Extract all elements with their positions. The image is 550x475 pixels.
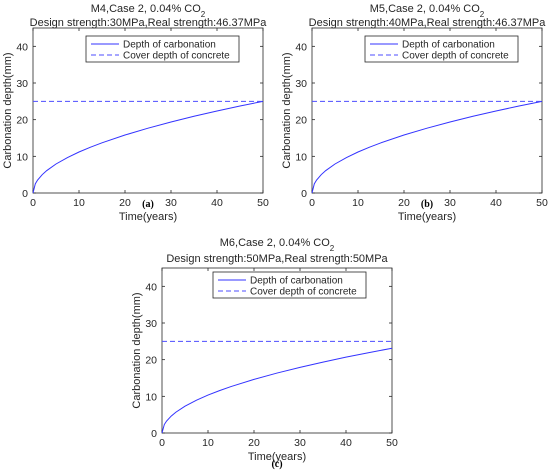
y-tick-label: 0 xyxy=(22,188,28,200)
legend-label: Cover depth of concrete xyxy=(250,287,357,298)
legend-label: Cover depth of concrete xyxy=(123,51,230,62)
legend-label: Depth of carbonation xyxy=(402,40,495,51)
legend-box xyxy=(85,35,240,63)
x-tick-label: 20 xyxy=(398,197,410,209)
x-tick-label: 50 xyxy=(536,197,548,209)
chart-subtitle: Design strength:30MPa,Real strength:46.3… xyxy=(30,17,268,29)
x-tick-label: 40 xyxy=(490,197,502,209)
y-tick-label: 20 xyxy=(16,115,28,127)
series-line-carbonation-depth xyxy=(161,347,393,434)
legend-label: Depth of carbonation xyxy=(123,40,216,51)
x-tick-label: 0 xyxy=(309,197,315,209)
y-tick-label: 40 xyxy=(295,41,307,53)
x-tick-label: 40 xyxy=(211,197,223,209)
legend-label: Cover depth of concrete xyxy=(402,51,509,62)
x-tick-label: 50 xyxy=(257,197,269,209)
y-tick-label: 10 xyxy=(145,391,157,403)
plot-area-frame xyxy=(32,27,264,194)
legend-label: Depth of carbonation xyxy=(250,276,343,287)
x-tick-label: 40 xyxy=(340,437,352,449)
panel-caption: (c) xyxy=(271,459,282,470)
y-tick-label: 30 xyxy=(16,78,28,90)
y-tick-label: 20 xyxy=(295,115,307,127)
y-axis-label: Carbonation depth(mm) xyxy=(281,52,293,168)
legend-box xyxy=(212,271,367,299)
chart-title: M5,Case 2, 0.04% CO2 xyxy=(370,3,485,19)
y-tick-label: 0 xyxy=(151,428,157,440)
y-axis-label: Carbonation depth(mm) xyxy=(131,292,143,408)
x-axis-label: Time(years) xyxy=(248,451,306,463)
x-axis-label: Time(years) xyxy=(398,211,456,223)
x-tick-label: 30 xyxy=(294,437,306,449)
y-tick-label: 30 xyxy=(145,318,157,330)
y-axis-label: Carbonation depth(mm) xyxy=(2,52,14,168)
y-tick-label: 0 xyxy=(301,188,307,200)
chart-subtitle: Design strength:50MPa,Real strength:50MP… xyxy=(166,253,388,265)
y-tick-label: 30 xyxy=(295,78,307,90)
x-tick-label: 30 xyxy=(444,197,456,209)
x-tick-label: 30 xyxy=(165,197,177,209)
chart-title: M4,Case 2, 0.04% CO2 xyxy=(91,3,206,19)
series-line-carbonation-depth xyxy=(32,100,264,194)
series-line-carbonation-depth xyxy=(311,100,543,194)
chart-subtitle: Design strength:40MPa,Real strength:46.3… xyxy=(309,17,547,29)
plot-area-frame xyxy=(311,27,543,194)
x-axis-label: Time(years) xyxy=(119,211,177,223)
x-tick-label: 0 xyxy=(30,197,36,209)
x-tick-label: 10 xyxy=(352,197,364,209)
plot-area-frame xyxy=(161,267,393,434)
panel-caption: (b) xyxy=(421,199,433,210)
x-tick-label: 10 xyxy=(73,197,85,209)
y-tick-label: 40 xyxy=(16,41,28,53)
x-tick-label: 10 xyxy=(202,437,214,449)
legend-box xyxy=(364,35,519,63)
y-tick-label: 10 xyxy=(295,151,307,163)
y-tick-label: 20 xyxy=(145,355,157,367)
panel-caption: (a) xyxy=(142,199,154,210)
x-tick-label: 20 xyxy=(248,437,260,449)
x-tick-label: 0 xyxy=(159,437,165,449)
x-tick-label: 20 xyxy=(119,197,131,209)
y-tick-label: 40 xyxy=(145,281,157,293)
x-tick-label: 50 xyxy=(386,437,398,449)
y-tick-label: 10 xyxy=(16,151,28,163)
chart-title: M6,Case 2, 0.04% CO2 xyxy=(220,237,335,253)
